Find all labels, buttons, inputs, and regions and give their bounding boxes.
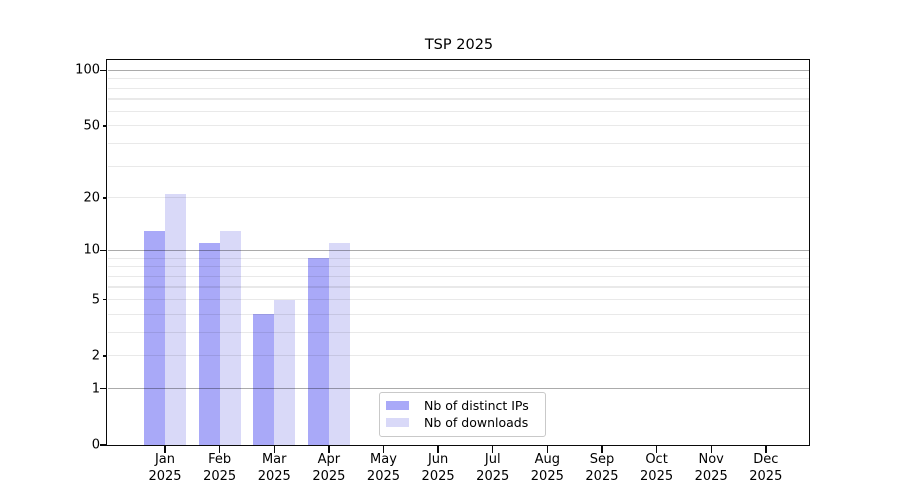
bar-feb-downloads (219, 230, 241, 445)
y-tick-label-1: 1 (91, 381, 100, 397)
minor-gridline-2 (108, 355, 810, 357)
minor-gridline-70 (108, 98, 810, 100)
x-tick-label-apr: Apr 2025 (312, 452, 346, 484)
minor-gridline-8 (108, 266, 810, 268)
x-tick-label-jun: Jun 2025 (421, 452, 455, 484)
x-tick-label-aug: Aug 2025 (530, 452, 564, 484)
minor-gridline-4 (108, 313, 810, 315)
x-tick-mark-jan (164, 446, 166, 453)
minor-gridline-3 (108, 331, 810, 334)
y-tick-mark-20 (102, 197, 107, 199)
x-tick-label-may: May 2025 (366, 452, 401, 484)
x-tick-label-dec: Dec 2025 (749, 452, 783, 484)
x-tick-mark-may (382, 446, 385, 453)
minor-gridline-60 (108, 110, 810, 112)
minor-gridline-30 (108, 165, 810, 167)
x-tick-mark-sep (601, 446, 603, 453)
y-tick-label-20: 20 (83, 190, 100, 206)
x-tick-label-sep: Sep 2025 (585, 452, 619, 484)
y-tick-label-50: 50 (83, 118, 100, 134)
x-tick-label-oct: Oct 2025 (640, 452, 674, 484)
legend-item-distinct-ips: Nb of distinct IPs (380, 397, 545, 414)
major-gridline-10 (108, 249, 810, 252)
y-tick-label-5: 5 (91, 292, 100, 308)
x-tick-mark-apr (328, 446, 330, 453)
legend-label-distinct-ips: Nb of distinct IPs (424, 398, 529, 413)
y-tick-label-0: 0 (91, 437, 100, 453)
minor-gridline-40 (108, 142, 810, 145)
x-tick-label-jan: Jan 2025 (148, 452, 182, 484)
y-tick-mark-0 (100, 444, 107, 446)
bar-apr-downloads (328, 243, 350, 445)
bar-jan-downloads (165, 194, 186, 445)
legend-label-downloads: Nb of downloads (424, 415, 529, 430)
x-tick-label-mar: Mar 2025 (257, 452, 291, 484)
x-tick-label-nov: Nov 2025 (694, 452, 728, 484)
y-tick-label-2: 2 (91, 348, 100, 364)
y-tick-mark-100 (100, 69, 107, 72)
y-tick-mark-5 (102, 298, 107, 301)
bar-mar-downloads (274, 299, 296, 445)
minor-gridline-20 (108, 197, 810, 199)
y-tick-mark-2 (102, 355, 107, 357)
minor-gridline-7 (108, 275, 810, 277)
x-tick-mark-mar (273, 446, 275, 453)
minor-gridline-90 (108, 78, 810, 80)
minor-gridline-6 (108, 286, 810, 288)
x-tick-mark-oct (655, 446, 658, 453)
bar-apr-distinct-ips (307, 258, 329, 445)
x-tick-label-jul: Jul 2025 (476, 452, 510, 484)
x-tick-mark-feb (218, 446, 221, 453)
legend-swatch-distinct-ips (386, 401, 409, 410)
x-tick-label-feb: Feb 2025 (203, 452, 237, 484)
legend: Nb of distinct IPs Nb of downloads (379, 392, 546, 437)
y-tick-label-10: 10 (83, 242, 100, 258)
bar-jan-distinct-ips (144, 230, 165, 445)
minor-gridline-5 (108, 298, 810, 301)
y-tick-label-100: 100 (75, 62, 100, 78)
y-tick-mark-1 (100, 388, 107, 390)
x-tick-mark-jun (437, 446, 439, 453)
x-tick-mark-dec (765, 446, 767, 453)
x-tick-mark-jul (492, 446, 494, 453)
y-tick-mark-10 (100, 249, 107, 252)
minor-gridline-50 (108, 125, 810, 127)
legend-swatch-downloads (386, 418, 409, 427)
bar-feb-distinct-ips (198, 243, 220, 445)
major-gridline-1 (108, 388, 810, 390)
legend-item-downloads: Nb of downloads (380, 414, 545, 431)
x-tick-mark-aug (546, 446, 549, 453)
chart-title: TSP 2025 (424, 37, 494, 53)
major-gridline-100 (108, 69, 810, 72)
x-tick-mark-nov (710, 446, 712, 453)
bar-mar-distinct-ips (253, 314, 275, 445)
y-tick-mark-50 (102, 125, 107, 127)
minor-gridline-80 (108, 87, 810, 89)
minor-gridline-9 (108, 257, 810, 259)
